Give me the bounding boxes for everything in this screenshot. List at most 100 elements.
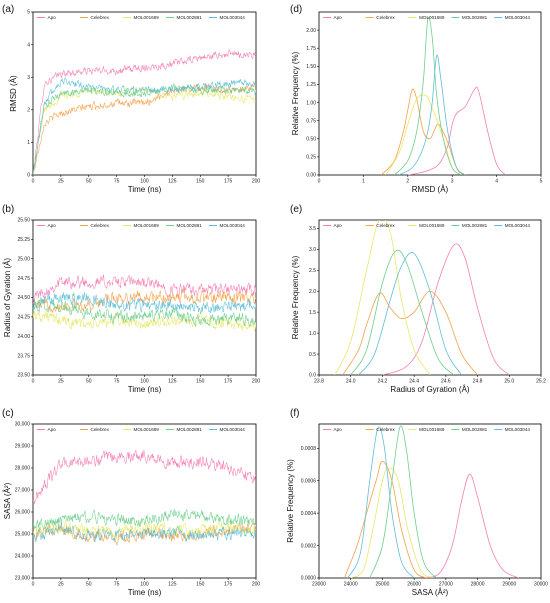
series-line-mol002881 xyxy=(33,508,256,530)
x-tick-label: 200 xyxy=(252,179,261,185)
series-group xyxy=(334,220,510,375)
y-tick-label: 28,000 xyxy=(15,466,31,472)
y-axis-label: Relative Frequency (%) xyxy=(286,459,295,543)
series-group xyxy=(33,49,256,175)
y-tick-label: 1.5 xyxy=(309,310,316,316)
y-tick-label: 0.00 xyxy=(306,173,316,179)
legend-entry: Celebrex xyxy=(91,223,110,228)
x-axis-label: RMSD (Å) xyxy=(412,185,449,194)
density-line-celebrex xyxy=(342,290,478,375)
x-tick-label: 5 xyxy=(540,179,543,185)
series-line-mol002881 xyxy=(33,83,256,175)
y-tick-label: 24.50 xyxy=(17,295,30,301)
legend-entry: Apo xyxy=(334,223,343,228)
y-tick-label: 24.25 xyxy=(17,315,30,321)
density-line-celebrex xyxy=(380,88,466,175)
legend: Apo Celebrex MOL001689 MOL002881 MOL003044 xyxy=(323,223,530,228)
series-line-celebrex xyxy=(33,521,256,546)
x-tick-label: 100 xyxy=(140,179,149,185)
y-tick-label: 26,000 xyxy=(15,510,31,516)
y-tick-label: 0.0 xyxy=(309,373,316,379)
y-axis-label: Relative Frequency (%) xyxy=(291,255,300,339)
x-tick-label: 24.6 xyxy=(441,379,451,385)
density-line-apo xyxy=(407,86,506,175)
y-tick-label: 24.00 xyxy=(17,334,30,340)
y-tick-label: 0.0008 xyxy=(301,446,317,452)
y-tick-label: 0.0000 xyxy=(301,576,317,582)
x-axis-label: Time (ns) xyxy=(128,385,162,394)
y-tick-label: 0.75 xyxy=(306,118,316,124)
density-line-mol003044 xyxy=(398,54,466,175)
density-line-mol003044 xyxy=(347,426,415,578)
x-tick-label: 25 xyxy=(58,179,64,185)
y-tick-label: 2 xyxy=(27,108,30,114)
legend-entry: MOL002881 xyxy=(462,427,488,432)
x-tick-label: 175 xyxy=(224,379,233,385)
x-tick-label: 200 xyxy=(252,582,261,588)
panel-c: (c) 0 25 50 75 100 125 150 175 200 23,000 24,000 25,… xyxy=(2,408,260,597)
legend-entry: MOL002881 xyxy=(177,427,203,432)
x-tick-label: 25.2 xyxy=(536,379,546,385)
x-tick-label: 75 xyxy=(114,582,120,588)
x-axis-label: Time (ns) xyxy=(128,588,162,597)
x-tick-label: 3 xyxy=(451,179,454,185)
legend-entry: MOL003044 xyxy=(220,427,246,432)
density-line-apo xyxy=(423,473,519,578)
y-axis-label: RMSD (Å) xyxy=(9,75,18,112)
y-tick-label: 1.00 xyxy=(306,100,316,106)
x-tick-label: 24.0 xyxy=(346,379,356,385)
legend-entry: Apo xyxy=(334,427,343,432)
y-tick-label: 0.25 xyxy=(306,155,316,161)
x-tick-label: 0 xyxy=(32,582,35,588)
x-tick-label: 24.8 xyxy=(473,379,483,385)
y-tick-label: 1.50 xyxy=(306,64,316,70)
y-tick-label: 3 xyxy=(27,75,30,81)
panel-d: (d) 0 1 2 3 4 5 0.00 0.25 0.50 0.75 1.00 1.25 1.50 1.7… xyxy=(290,4,543,194)
legend: Apo Celebrex MOL001689 MOL002881 MOL003044 xyxy=(37,223,245,228)
y-tick-label: 0.0004 xyxy=(301,511,317,517)
y-tick-label: 24,000 xyxy=(15,554,31,560)
y-tick-label: 23.50 xyxy=(17,373,30,379)
x-tick-label: 0 xyxy=(32,379,35,385)
legend-entry: Apo xyxy=(48,15,57,20)
y-tick-label: 0.5 xyxy=(309,352,316,358)
legend-entry: Celebrex xyxy=(91,15,110,20)
legend-entry: MOL003044 xyxy=(220,15,246,20)
legend-entry: Celebrex xyxy=(376,15,395,20)
y-tick-label: 0.50 xyxy=(306,136,316,142)
series-group xyxy=(380,16,506,175)
y-tick-label: 1 xyxy=(27,140,30,146)
y-tick-label: 25.50 xyxy=(17,218,30,224)
density-line-mol001689 xyxy=(350,467,434,578)
legend-entry: Apo xyxy=(48,427,57,432)
series-line-mol003044 xyxy=(33,292,256,315)
y-tick-label: 1.75 xyxy=(306,46,316,52)
y-axis-label: Relative Frequency (%) xyxy=(291,51,300,135)
panel-b: (b) 0 25 50 75 100 125 150 175 200 23.50 23.75 24.00… xyxy=(2,204,260,394)
x-tick-label: 50 xyxy=(86,179,92,185)
x-tick-label: 50 xyxy=(86,582,92,588)
x-tick-label: 29000 xyxy=(502,582,516,588)
y-tick-label: 1.0 xyxy=(309,331,316,337)
legend-entry: MOL001689 xyxy=(419,15,445,20)
y-tick-label: 3.0 xyxy=(309,247,316,253)
x-tick-label: 30000 xyxy=(534,582,548,588)
legend-entry: MOL002881 xyxy=(177,223,203,228)
y-tick-label: 2.0 xyxy=(309,289,316,295)
x-tick-label: 125 xyxy=(168,379,177,385)
series-group xyxy=(33,449,256,546)
y-tick-label: 0.0006 xyxy=(301,478,317,484)
y-tick-label: 1.25 xyxy=(306,82,316,88)
density-line-mol001689 xyxy=(334,220,431,375)
y-tick-label: 27,000 xyxy=(15,488,31,494)
y-tick-label: 2.5 xyxy=(309,268,316,274)
panel-a: (a) 0 25 50 75 100 125 150 175 200 0 1 2 3 4 5 Time (ns)… xyxy=(2,4,260,194)
legend-entry: MOL002881 xyxy=(177,15,203,20)
y-tick-label: 23,000 xyxy=(15,576,31,582)
legend-entry: Apo xyxy=(48,223,57,228)
x-tick-label: 23.8 xyxy=(314,379,324,385)
legend: Apo Celebrex MOL001689 MOL002881 MOL003044 xyxy=(37,427,245,432)
x-tick-label: 0 xyxy=(32,179,35,185)
legend-entry: MOL003044 xyxy=(505,15,531,20)
